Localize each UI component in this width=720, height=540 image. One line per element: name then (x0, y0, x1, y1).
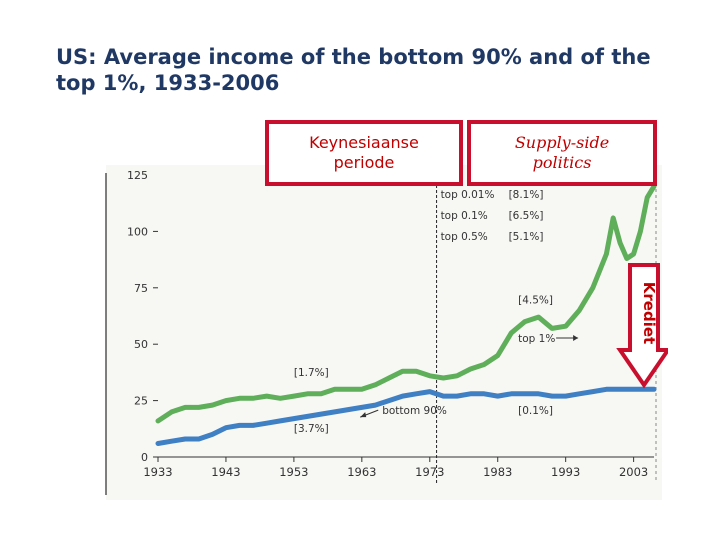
annotation-3: [4.5%] (518, 295, 553, 307)
x-tick-label-1943: 1943 (211, 465, 240, 479)
top-1-pointer-head (573, 334, 579, 341)
inset-share-2: [5.1%] (509, 231, 544, 243)
y-tick-label-50: 50 (134, 338, 148, 351)
y-tick-label-25: 25 (134, 395, 148, 408)
krediet-arrow (616, 263, 668, 389)
annotation-4: top 1% (518, 333, 555, 345)
x-tick-label-1953: 1953 (279, 465, 308, 479)
callout-keynesian-period: Keynesiaanse periode (265, 120, 463, 186)
callout-supply-side-politics: Supply-side politics (467, 120, 657, 186)
y-tick-label-0: 0 (141, 451, 148, 464)
x-tick-label-1933: 1933 (143, 465, 172, 479)
x-tick-label-2003: 2003 (619, 465, 648, 479)
y-tick-label-125: 125 (127, 169, 148, 182)
x-tick-label-1963: 1963 (347, 465, 376, 479)
x-tick-label-1973: 1973 (415, 465, 444, 479)
annotation-5: [0.1%] (518, 405, 553, 417)
callout-supply-side-label: Supply-side politics (514, 133, 610, 172)
inset-share-1: [6.5%] (509, 210, 544, 222)
inset-group-1: top 0.1% (441, 210, 488, 222)
inset-group-0: top 0.01% (441, 189, 495, 201)
krediet-arrow-label: Krediet (640, 282, 658, 344)
y-tick-label-75: 75 (134, 282, 148, 295)
slide-title: US: Average income of the bottom 90% and… (56, 45, 651, 95)
x-tick-label-1983: 1983 (483, 465, 512, 479)
annotation-0: [1.7%] (294, 367, 329, 379)
income-line-chart: 0 25 50 75 100 125 1933 1943 1953 1963 1973 1983 199… (105, 165, 668, 500)
x-tick-label-1993: 1993 (551, 465, 580, 479)
callout-keynesian-label: Keynesiaanse periode (309, 133, 419, 172)
inset-group-2: top 0.5% (441, 231, 488, 243)
annotation-2: [3.7%] (294, 423, 329, 435)
inset-share-0: [8.1%] (509, 189, 544, 201)
chart-background (106, 165, 662, 500)
bottom-90-pointer-head (360, 412, 367, 418)
annotation-1: bottom 90% (382, 405, 447, 417)
y-tick-label-100: 100 (127, 225, 148, 238)
series-bottom-90-percent (155, 386, 657, 446)
series-top-1-percent (155, 183, 657, 424)
